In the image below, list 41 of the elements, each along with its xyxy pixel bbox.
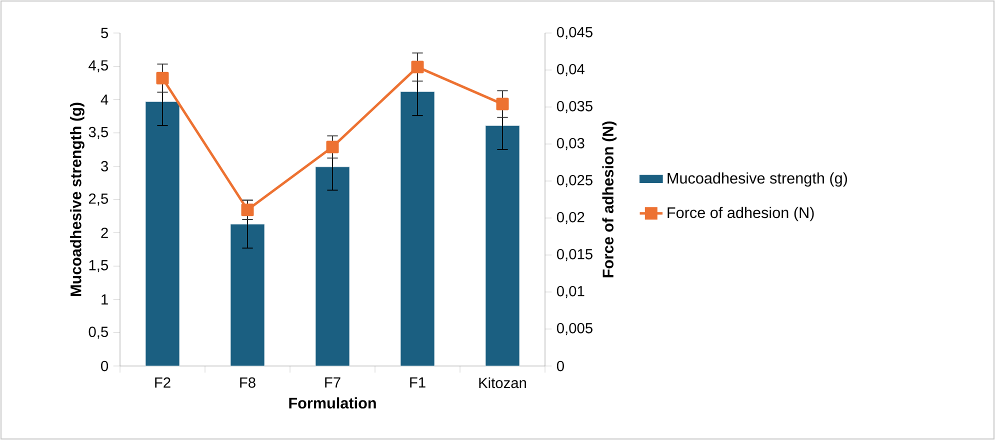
bar [145, 101, 180, 366]
y2-tick-label: 0,005 [556, 322, 592, 336]
y2-tick-label: 0,025 [556, 174, 592, 188]
bar [230, 224, 265, 366]
y-tick-label: 4 [100, 94, 108, 105]
point [326, 140, 339, 154]
point [411, 60, 424, 74]
point [156, 72, 169, 84]
y2-tick-label: 0,045 [556, 26, 592, 40]
y-tick-label: 1,5 [89, 260, 108, 272]
y-tick-label: 0 [101, 360, 108, 372]
y2-tick-label: 0 [556, 360, 564, 372]
legend-label: Mucoadhesive strength (g) [668, 172, 848, 187]
x-tick-label: Kitozan [479, 377, 526, 388]
y-tick-label: 3,5 [88, 126, 108, 139]
x-tick-label: F8 [240, 377, 256, 388]
y2-axis-title: Force of adhesion (N) [602, 121, 617, 278]
legend-label: Force of adhesion (N) [668, 206, 814, 222]
y-tick-label: 3 [101, 161, 108, 172]
x-tick-label: F2 [155, 377, 170, 388]
point [496, 98, 509, 110]
bar [315, 166, 350, 366]
y-tick-label: 2 [101, 228, 108, 238]
x-tick-label: F1 [410, 377, 426, 388]
y2-tick-label: 0,035 [556, 100, 592, 114]
y2-tick-label: 0,01 [556, 286, 584, 298]
y-tick-label: 5 [101, 28, 108, 38]
y-tick-label: 4,5 [88, 60, 108, 72]
y2-tick-label: 0,04 [556, 64, 584, 76]
x-axis-title: Formulation [289, 397, 376, 409]
y-tick-label: 0,5 [88, 326, 108, 339]
y2-tick-label: 0,015 [556, 248, 592, 262]
point [241, 204, 254, 216]
y-tick-label: 1 [102, 294, 108, 304]
y-tick-label: 2,5 [88, 193, 108, 206]
y2-tick-label: 0,03 [556, 138, 584, 150]
bar [485, 125, 520, 366]
bar [400, 91, 435, 366]
y-axis-title: Mucoadhesive strength (g) [70, 102, 84, 296]
y2-tick-label: 0,02 [556, 212, 584, 224]
x-tick-label: F7 [325, 377, 340, 388]
